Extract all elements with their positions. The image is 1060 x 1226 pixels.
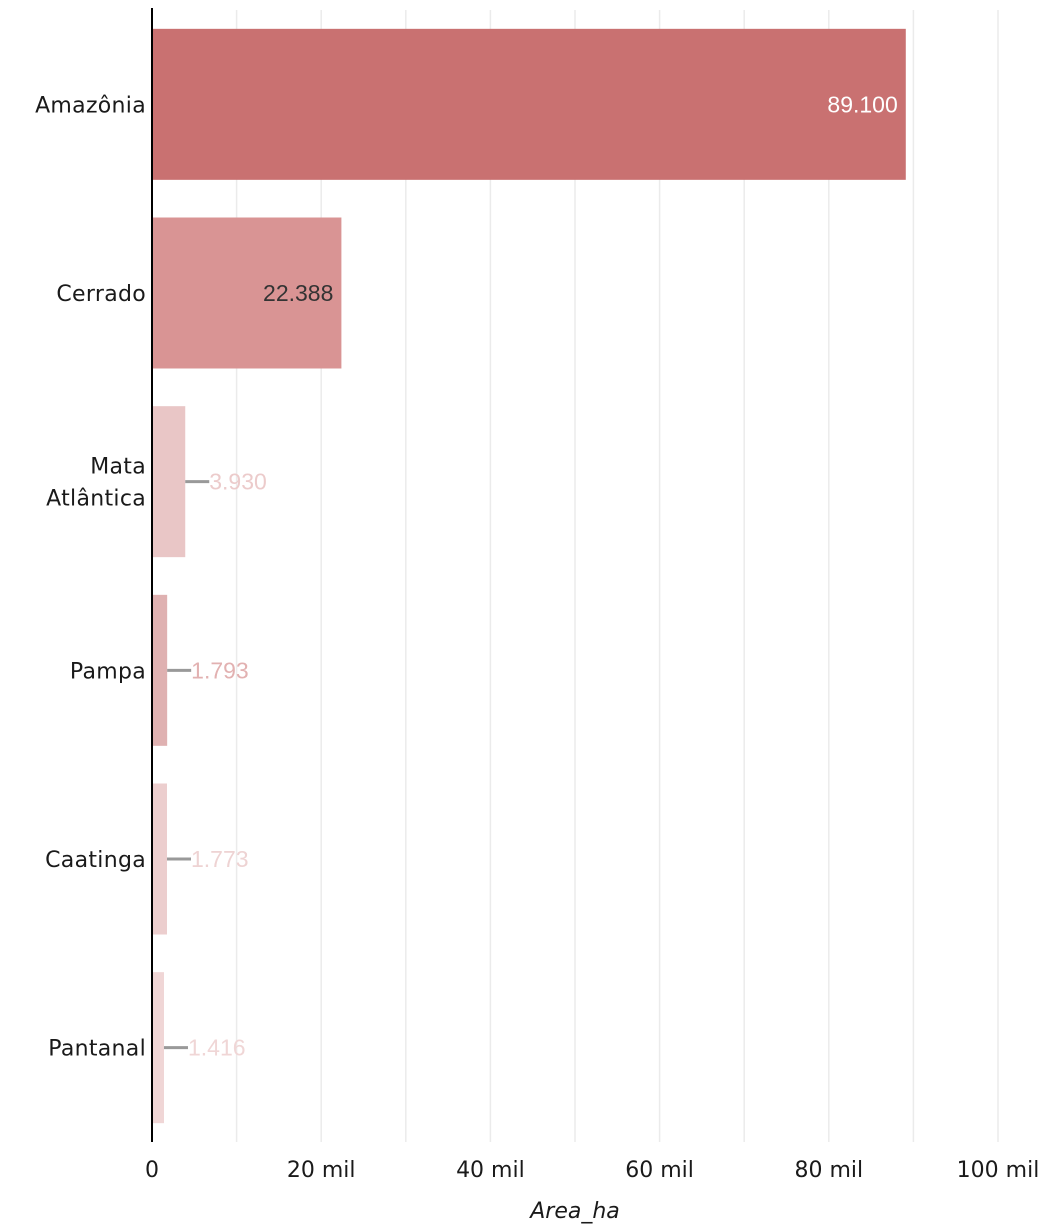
leader-lines: [163, 480, 210, 1050]
category-label: Atlântica: [46, 487, 146, 512]
x-tick-label: 40 mil: [456, 1158, 525, 1183]
x-tick-label: 80 mil: [794, 1158, 863, 1183]
bar: [152, 28, 906, 180]
data-label: 3.930: [209, 469, 267, 495]
x-tick-labels: 0 20 mil 40 mil 60 mil 80 mil 100 mil: [145, 1158, 1039, 1183]
category-label: Mata: [90, 455, 146, 480]
x-axis-title: Area_ha: [528, 1199, 620, 1224]
category-label: Amazônia: [35, 93, 146, 118]
category-label: Caatinga: [45, 848, 146, 873]
x-tick-label: 0: [145, 1158, 159, 1183]
data-label: 1.773: [191, 846, 249, 872]
data-label: 22.388: [263, 280, 333, 306]
data-label: 1.416: [188, 1035, 246, 1061]
bar: [152, 406, 186, 558]
data-label: 1.793: [191, 657, 249, 683]
value-labels: 89.100 22.388 3.930 1.793 1.773 1.416: [188, 91, 898, 1060]
bar: [152, 217, 342, 369]
category-labels: Amazônia Cerrado Mata Atlântica Pampa Caating…: [35, 93, 146, 1061]
x-tick-label: 60 mil: [625, 1158, 694, 1183]
bar: [152, 972, 164, 1124]
bar: [152, 783, 167, 935]
gridlines: [235, 10, 999, 1142]
x-tick-label: 100 mil: [957, 1158, 1040, 1183]
category-label: Pantanal: [48, 1037, 146, 1062]
category-label: Pampa: [70, 659, 146, 684]
category-label: Cerrado: [56, 282, 146, 307]
bar: [152, 594, 168, 746]
data-label: 89.100: [827, 91, 897, 117]
bars: [152, 28, 906, 1124]
x-tick-label: 20 mil: [287, 1158, 356, 1183]
